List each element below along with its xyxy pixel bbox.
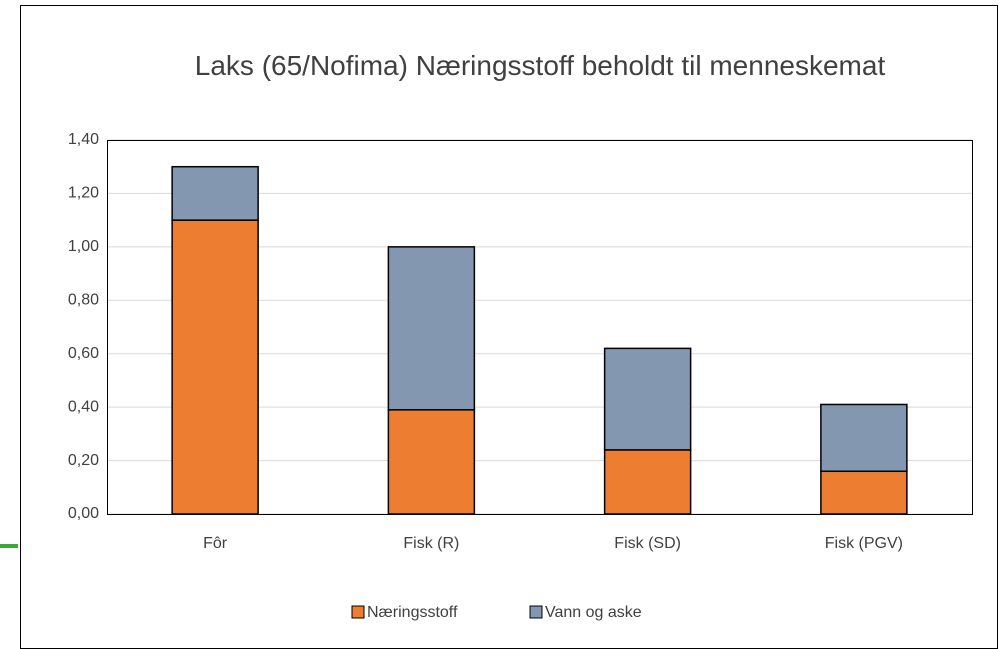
chart-title: Laks (65/Nofima) Næringsstoff beholdt ti… — [194, 50, 886, 81]
legend-swatch — [529, 605, 543, 619]
bar-segment — [603, 449, 692, 515]
x-tick-label: Fisk (SD) — [614, 535, 681, 552]
x-tick-label: Fisk (PGV) — [825, 535, 903, 552]
legend-swatch — [351, 605, 365, 619]
y-tick-label: 0,00 — [68, 505, 99, 522]
y-tick-label: 0,80 — [68, 292, 99, 309]
bar-segment — [387, 246, 476, 411]
y-tick-label: 1,00 — [68, 238, 99, 255]
y-tick-label: 0,40 — [68, 398, 99, 415]
bar-segment — [171, 165, 259, 221]
bar-segment — [820, 470, 908, 515]
bar-segment — [387, 409, 476, 515]
bar-segment — [171, 219, 259, 515]
legend-label: Næringsstoff — [367, 604, 458, 621]
y-tick-label: 0,60 — [68, 345, 99, 362]
x-tick-label: Fôr — [203, 535, 228, 552]
x-tick-label: Fisk (R) — [403, 535, 459, 552]
legend-label: Vann og aske — [545, 604, 642, 621]
plot-border — [107, 140, 973, 515]
bar-segment — [820, 403, 908, 473]
y-tick-label: 0,20 — [68, 452, 99, 469]
y-tick-label: 1,40 — [68, 131, 99, 148]
bar-segment — [603, 347, 692, 451]
y-tick-label: 1,20 — [68, 185, 99, 202]
